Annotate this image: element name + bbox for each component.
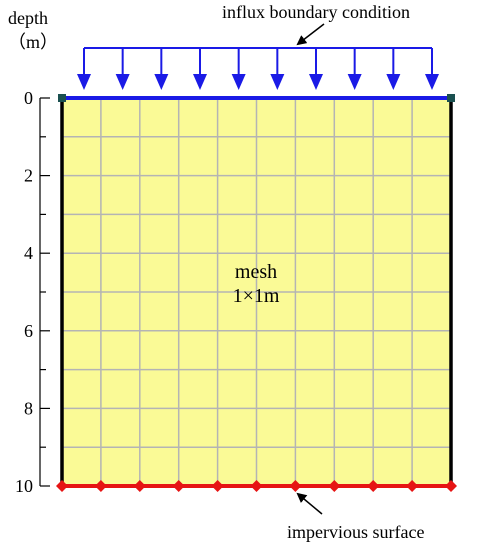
impervious-node	[56, 480, 68, 492]
influx-arrow	[154, 48, 169, 90]
impervious-node	[445, 480, 457, 492]
influx-arrow	[347, 48, 362, 90]
influx-boundary	[58, 47, 455, 102]
axis-tick-label: 8	[24, 398, 33, 418]
impervious-boundary	[56, 480, 457, 492]
top-right-node	[447, 94, 455, 102]
impervious-node	[289, 480, 302, 492]
impervious-node	[367, 480, 380, 492]
axis-label-depth: depth	[8, 8, 48, 28]
axis-tick-label: 4	[24, 243, 33, 263]
impervious-node	[133, 480, 146, 492]
axis-label-unit: （m）	[8, 32, 58, 52]
influx-arrow	[193, 48, 207, 90]
axis-tick-label: 2	[24, 166, 33, 186]
impervious-node	[211, 480, 224, 492]
axis-tick-label: 6	[24, 321, 33, 341]
influx-arrow	[115, 48, 130, 90]
influx-arrow	[309, 48, 323, 90]
mesh-label: mesh	[235, 261, 277, 283]
influx-arrow	[425, 48, 439, 90]
impervious-label: impervious surface	[287, 522, 424, 542]
impervious-pointer-arrow	[296, 492, 323, 515]
impervious-node	[172, 480, 185, 492]
influx-arrow	[386, 48, 401, 90]
influx-arrow	[231, 48, 246, 90]
impervious-node	[406, 480, 419, 492]
impervious-node	[250, 480, 263, 492]
impervious-node	[328, 480, 341, 492]
mesh-size-label: 1×1m	[233, 285, 280, 307]
depth-axis: 0 2 4 6 8 10	[15, 88, 50, 496]
influx-arrow	[77, 48, 91, 90]
axis-tick-label: 10	[15, 476, 33, 496]
influx-pointer-arrow	[296, 23, 325, 46]
impervious-node	[94, 480, 107, 492]
influx-arrow	[270, 48, 285, 90]
top-left-node	[58, 94, 66, 102]
mesh-grid	[62, 98, 451, 486]
influx-label: influx boundary condition	[222, 2, 410, 22]
axis-tick-label: 0	[24, 88, 33, 108]
